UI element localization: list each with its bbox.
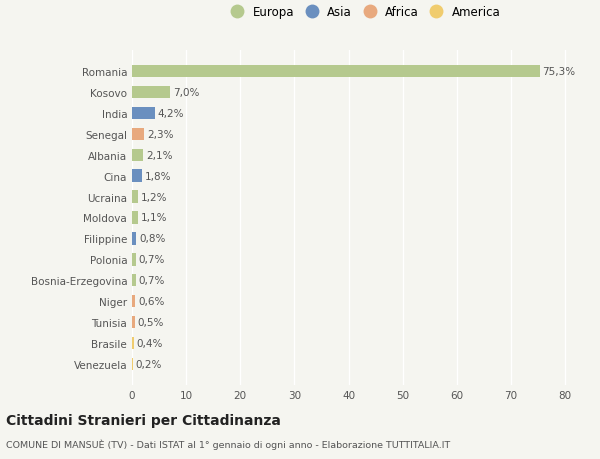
Bar xyxy=(132,295,135,308)
Text: 7,0%: 7,0% xyxy=(173,88,199,98)
Text: 75,3%: 75,3% xyxy=(542,67,575,77)
Text: 0,5%: 0,5% xyxy=(137,317,164,327)
Bar xyxy=(132,253,136,266)
Legend: Europa, Asia, Africa, America: Europa, Asia, Africa, America xyxy=(226,6,500,19)
Bar xyxy=(132,212,138,224)
Bar xyxy=(132,316,135,329)
Text: 4,2%: 4,2% xyxy=(157,109,184,119)
Text: Cittadini Stranieri per Cittadinanza: Cittadini Stranieri per Cittadinanza xyxy=(6,414,281,428)
Text: 1,2%: 1,2% xyxy=(141,192,168,202)
Bar xyxy=(132,274,136,287)
Text: 0,7%: 0,7% xyxy=(139,275,165,285)
Bar xyxy=(132,358,133,370)
Bar xyxy=(132,149,143,162)
Bar xyxy=(132,107,155,120)
Text: COMUNE DI MANSUÈ (TV) - Dati ISTAT al 1° gennaio di ogni anno - Elaborazione TUT: COMUNE DI MANSUÈ (TV) - Dati ISTAT al 1°… xyxy=(6,439,450,449)
Text: 0,8%: 0,8% xyxy=(139,234,166,244)
Text: 1,8%: 1,8% xyxy=(145,171,171,181)
Text: 1,1%: 1,1% xyxy=(140,213,167,223)
Bar xyxy=(132,66,540,78)
Text: 0,6%: 0,6% xyxy=(138,297,164,307)
Bar xyxy=(132,191,139,203)
Bar xyxy=(132,129,145,141)
Bar xyxy=(132,233,136,245)
Text: 0,2%: 0,2% xyxy=(136,359,162,369)
Text: 2,3%: 2,3% xyxy=(147,129,173,140)
Text: 0,4%: 0,4% xyxy=(137,338,163,348)
Bar xyxy=(132,337,134,349)
Bar xyxy=(132,170,142,183)
Text: 0,7%: 0,7% xyxy=(139,255,165,265)
Text: 2,1%: 2,1% xyxy=(146,151,173,161)
Bar xyxy=(132,87,170,99)
